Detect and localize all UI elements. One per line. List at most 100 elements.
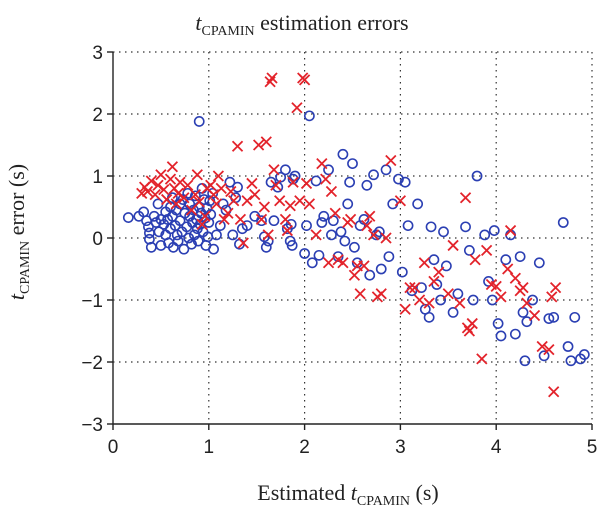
cross-point — [246, 177, 258, 190]
cross-point — [210, 198, 223, 210]
cross-point — [528, 309, 541, 322]
circle-point — [578, 349, 590, 360]
circle-point — [548, 311, 560, 323]
circle-point — [335, 226, 347, 238]
cross-point — [354, 288, 366, 300]
cross-point — [459, 192, 472, 204]
cross-point — [548, 386, 560, 398]
cross-point — [361, 219, 373, 232]
cross-point — [480, 244, 493, 257]
cross-point — [495, 291, 507, 303]
circle-point — [447, 306, 459, 318]
y-tick-label: 1 — [92, 167, 103, 188]
cross-point — [320, 173, 332, 185]
circle-point — [416, 282, 427, 293]
circle-point — [268, 215, 280, 227]
cross-point — [225, 185, 237, 198]
circle-point — [431, 279, 443, 290]
cross-point — [234, 213, 247, 226]
circle-point — [440, 260, 452, 272]
circle-point — [313, 249, 325, 261]
circle-point — [303, 110, 315, 122]
y-tick-label: −2 — [81, 353, 103, 374]
cross-point — [252, 139, 265, 151]
series-circle-markers — [122, 110, 590, 367]
cross-point — [174, 176, 186, 188]
circle-point — [488, 225, 500, 236]
cross-point — [158, 184, 170, 196]
circle-point — [425, 221, 437, 233]
cross-point — [504, 224, 517, 237]
cross-point — [249, 188, 261, 201]
circle-point — [509, 328, 521, 340]
cross-point — [509, 272, 521, 284]
cross-point — [199, 210, 211, 222]
cross-point — [469, 254, 481, 266]
cross-point — [549, 281, 562, 294]
circle-point — [452, 288, 464, 300]
cross-point — [490, 280, 502, 292]
circle-point — [527, 294, 539, 306]
circle-point — [495, 330, 507, 342]
circle-point — [189, 190, 201, 202]
y-tick-label: −3 — [81, 415, 103, 436]
circle-point — [211, 229, 222, 241]
cross-point — [264, 76, 276, 88]
cross-point — [178, 192, 190, 204]
circle-point — [380, 164, 392, 176]
cross-point — [399, 303, 411, 315]
circle-point — [256, 215, 267, 227]
circle-point — [483, 275, 494, 287]
circle-point — [286, 240, 298, 251]
cross-point — [191, 169, 203, 181]
cross-point — [149, 188, 161, 201]
cross-point — [358, 260, 370, 272]
circle-point — [467, 294, 479, 306]
chart-title: tCPAMIN estimation errors — [195, 10, 408, 39]
cross-point — [303, 198, 316, 210]
cross-point — [329, 207, 341, 219]
cross-point — [463, 325, 476, 337]
circle-point — [361, 179, 373, 191]
cross-point — [300, 177, 313, 190]
circle-point — [543, 313, 555, 324]
x-tick-label: 4 — [491, 437, 502, 458]
cross-point — [161, 193, 173, 206]
cross-point — [364, 210, 376, 222]
circle-point — [144, 233, 155, 245]
cross-point — [182, 179, 194, 191]
circle-point — [460, 221, 471, 233]
cross-point — [447, 239, 459, 252]
circle-point — [471, 170, 483, 182]
circle-point — [438, 226, 449, 238]
cross-point — [266, 72, 278, 84]
circle-point — [241, 220, 253, 231]
circle-point — [224, 176, 236, 188]
circle-point — [521, 316, 533, 328]
circle-point — [393, 173, 404, 185]
series-cross-markers — [136, 72, 562, 398]
x-tick-label: 0 — [108, 437, 119, 458]
cross-point — [404, 281, 416, 294]
cross-point — [152, 179, 164, 191]
cross-point — [454, 297, 466, 309]
circle-point — [423, 311, 435, 323]
cross-point — [502, 263, 514, 275]
y-tick-label: 3 — [92, 43, 103, 64]
circle-point — [347, 158, 358, 169]
cross-point — [348, 269, 361, 281]
cross-point — [231, 140, 244, 152]
circle-point — [479, 229, 491, 241]
cross-point — [428, 275, 440, 288]
x-axis-label: Estimated tCPAMIN (s) — [257, 480, 439, 509]
cross-point — [287, 176, 299, 188]
circle-point — [533, 257, 545, 269]
cross-point — [344, 213, 357, 226]
circle-point — [337, 148, 349, 160]
cross-point — [193, 196, 205, 208]
circle-point — [208, 243, 219, 255]
circle-point — [148, 210, 160, 222]
cross-point — [172, 187, 184, 199]
circle-point — [435, 294, 447, 306]
circle-point — [275, 171, 287, 183]
